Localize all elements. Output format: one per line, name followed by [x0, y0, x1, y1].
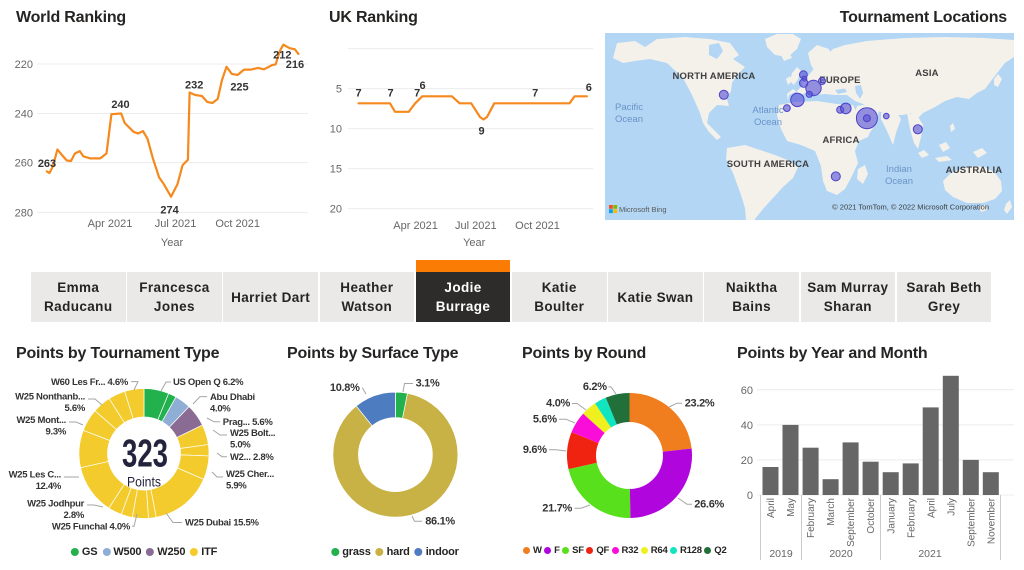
svg-text:225: 225	[230, 82, 248, 94]
svg-text:9: 9	[479, 125, 485, 137]
svg-text:9.6%: 9.6%	[523, 444, 547, 456]
svg-text:0: 0	[747, 490, 753, 502]
svg-text:W25 Les C...: W25 Les C...	[9, 470, 61, 481]
svg-text:March: March	[826, 498, 837, 526]
svg-text:February: February	[906, 498, 917, 538]
svg-text:W25 Nonthanb...: W25 Nonthanb...	[15, 392, 85, 403]
svg-text:212: 212	[273, 50, 291, 62]
svg-text:W25 Dubai 15.5%: W25 Dubai 15.5%	[185, 518, 259, 529]
svg-text:September: September	[846, 497, 857, 547]
svg-text:Ocean: Ocean	[754, 117, 782, 128]
svg-text:6: 6	[586, 82, 592, 94]
svg-text:280: 280	[15, 208, 33, 220]
svg-text:Indian: Indian	[886, 164, 912, 175]
svg-text:240: 240	[111, 99, 129, 111]
svg-text:Oct 2021: Oct 2021	[515, 220, 560, 232]
svg-text:Apr 2021: Apr 2021	[393, 220, 438, 232]
svg-text:SOUTH AMERICA: SOUTH AMERICA	[727, 159, 809, 170]
svg-text:2019: 2019	[769, 548, 793, 560]
svg-text:NORTH AMERICA: NORTH AMERICA	[673, 71, 756, 82]
svg-text:W25 Jodhpur: W25 Jodhpur	[27, 499, 84, 510]
svg-text:20: 20	[741, 455, 753, 467]
svg-text:7: 7	[414, 88, 420, 100]
svg-text:5.6%: 5.6%	[533, 413, 557, 425]
svg-text:60: 60	[741, 385, 753, 397]
svg-text:5.0%: 5.0%	[230, 440, 251, 451]
svg-text:274: 274	[160, 205, 179, 217]
svg-text:5.9%: 5.9%	[226, 481, 247, 492]
svg-text:W25 Cher...: W25 Cher...	[226, 469, 274, 480]
svg-text:Ocean: Ocean	[885, 176, 913, 187]
svg-text:May: May	[786, 498, 797, 517]
svg-text:Points: Points	[127, 474, 161, 490]
svg-text:216: 216	[286, 59, 304, 71]
svg-text:Apr 2021: Apr 2021	[88, 218, 133, 230]
svg-text:Pacific: Pacific	[615, 102, 643, 113]
svg-text:ASIA: ASIA	[915, 68, 939, 79]
svg-text:EUROPE: EUROPE	[819, 75, 860, 86]
svg-text:12.4%: 12.4%	[36, 481, 62, 492]
svg-text:Ocean: Ocean	[615, 114, 643, 125]
svg-text:AUSTRALIA: AUSTRALIA	[946, 165, 1003, 176]
svg-text:Abu Dhabi: Abu Dhabi	[210, 392, 255, 403]
svg-text:7: 7	[355, 88, 361, 100]
svg-text:10: 10	[330, 124, 342, 136]
svg-text:260: 260	[15, 158, 33, 170]
svg-text:September: September	[966, 497, 977, 547]
svg-text:W60 Les Fr... 4.6%: W60 Les Fr... 4.6%	[51, 377, 129, 388]
svg-text:Year: Year	[463, 237, 486, 249]
svg-text:4.0%: 4.0%	[210, 403, 231, 414]
svg-text:86.1%: 86.1%	[425, 515, 455, 527]
svg-text:6.2%: 6.2%	[583, 381, 607, 393]
svg-text:W25 Mont...: W25 Mont...	[17, 415, 66, 426]
svg-text:W25 Funchal 4.0%: W25 Funchal 4.0%	[52, 521, 131, 532]
svg-text:Prag... 5.6%: Prag... 5.6%	[223, 417, 274, 428]
svg-text:Year: Year	[161, 237, 184, 249]
svg-text:20: 20	[330, 204, 342, 216]
svg-text:240: 240	[15, 109, 33, 121]
svg-text:Microsoft Bing: Microsoft Bing	[619, 205, 667, 214]
svg-text:October: October	[866, 497, 877, 533]
svg-text:5: 5	[336, 84, 342, 96]
svg-text:April: April	[766, 498, 777, 518]
svg-text:5.6%: 5.6%	[65, 403, 86, 414]
svg-text:2021: 2021	[918, 548, 942, 560]
svg-text:US Open Q 6.2%: US Open Q 6.2%	[173, 377, 244, 388]
svg-text:2020: 2020	[829, 548, 853, 560]
svg-text:232: 232	[185, 79, 203, 91]
svg-text:April: April	[926, 498, 937, 518]
svg-text:Atlantic: Atlantic	[752, 105, 783, 116]
svg-text:323: 323	[122, 433, 168, 476]
svg-text:10.8%: 10.8%	[330, 382, 360, 394]
svg-text:February: February	[806, 498, 817, 538]
svg-text:Oct 2021: Oct 2021	[215, 218, 260, 230]
svg-text:Jul 2021: Jul 2021	[155, 218, 197, 230]
svg-text:263: 263	[38, 158, 56, 170]
svg-text:9.3%: 9.3%	[46, 426, 67, 437]
svg-text:W25 Bolt...: W25 Bolt...	[230, 428, 275, 439]
svg-text:November: November	[986, 497, 997, 544]
svg-text:21.7%: 21.7%	[542, 502, 572, 514]
svg-text:6: 6	[420, 80, 426, 92]
svg-text:7: 7	[387, 88, 393, 100]
svg-text:23.2%: 23.2%	[685, 397, 715, 409]
svg-text:January: January	[886, 498, 897, 534]
svg-text:3.1%: 3.1%	[416, 378, 440, 390]
svg-text:July: July	[946, 498, 957, 516]
svg-text:© 2021 TomTom, © 2022 Microsof: © 2021 TomTom, © 2022 Microsoft Corporat…	[832, 203, 989, 212]
svg-text:26.6%: 26.6%	[694, 498, 724, 510]
svg-text:40: 40	[741, 420, 753, 432]
svg-text:Jul 2021: Jul 2021	[455, 220, 497, 232]
svg-text:4.0%: 4.0%	[546, 398, 570, 410]
svg-text:W2... 2.8%: W2... 2.8%	[230, 452, 274, 463]
svg-text:15: 15	[330, 164, 342, 176]
svg-text:2.8%: 2.8%	[64, 510, 85, 521]
svg-text:220: 220	[15, 59, 33, 71]
svg-text:7: 7	[532, 88, 538, 100]
svg-text:AFRICA: AFRICA	[822, 135, 859, 146]
